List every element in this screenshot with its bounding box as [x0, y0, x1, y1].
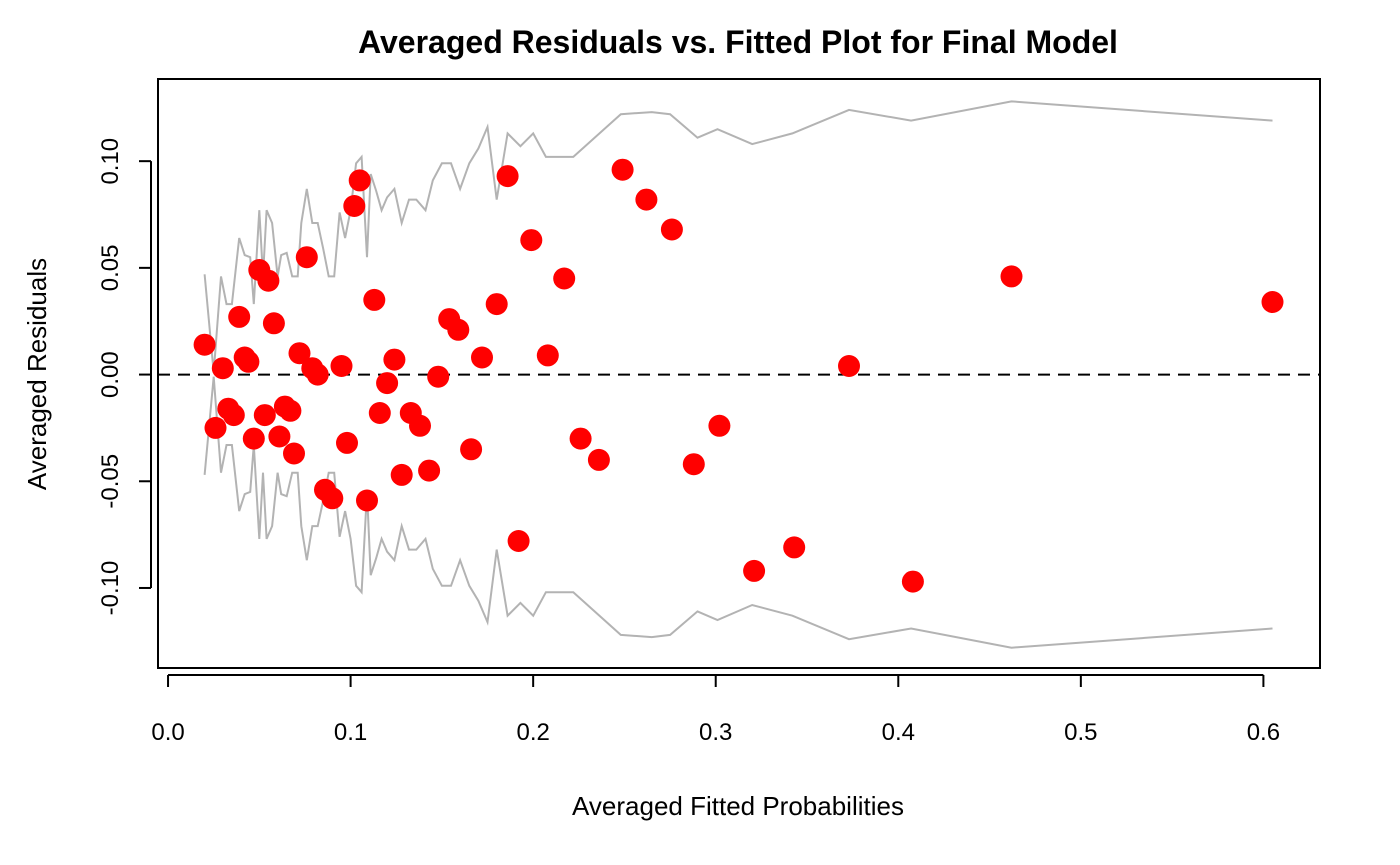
- x-tick-label: 0.6: [1247, 719, 1280, 746]
- data-point: [336, 431, 358, 454]
- data-point: [193, 333, 216, 356]
- data-point: [901, 570, 924, 593]
- data-point: [242, 427, 265, 450]
- plot-frame: [157, 78, 1321, 669]
- data-point: [427, 365, 450, 388]
- band-lower-line: [203, 376, 1273, 649]
- data-point: [1000, 265, 1023, 288]
- data-point: [222, 404, 245, 427]
- data-point: [306, 363, 329, 386]
- y-tick-label: 0.05: [97, 245, 124, 292]
- data-point: [262, 312, 285, 335]
- data-point: [611, 158, 634, 181]
- confidence-band: [203, 100, 1273, 649]
- data-point: [460, 438, 483, 461]
- data-point: [321, 487, 344, 510]
- data-point: [708, 414, 731, 437]
- data-point: [485, 293, 508, 316]
- data-point: [553, 267, 576, 290]
- y-tick-label: -0.05: [97, 454, 124, 509]
- data-point: [228, 305, 251, 328]
- data-point: [418, 459, 441, 482]
- x-tick-label: 0.2: [516, 719, 549, 746]
- data-point: [295, 246, 318, 269]
- x-tick-label: 0.3: [699, 719, 732, 746]
- data-point: [536, 344, 559, 367]
- data-point: [1261, 291, 1284, 313]
- data-point: [743, 559, 766, 582]
- data-point: [348, 169, 371, 192]
- data-point: [356, 489, 378, 512]
- data-point: [660, 218, 683, 241]
- residual-points: [193, 158, 1284, 593]
- y-axis-label: Averaged Residuals: [22, 258, 52, 490]
- data-point: [288, 342, 311, 365]
- y-tick-label: 0.10: [97, 138, 124, 185]
- data-point: [383, 348, 406, 371]
- data-point: [520, 229, 543, 252]
- data-point: [268, 425, 291, 448]
- data-point: [376, 372, 399, 395]
- x-tick-label: 0.4: [882, 719, 915, 746]
- data-point: [368, 402, 391, 424]
- x-axis: 0.0 0.1 0.2 0.3 0.4 0.5 0.6: [151, 674, 1280, 746]
- y-tick-label: 0.00: [97, 351, 124, 398]
- data-point: [390, 463, 413, 486]
- band-upper-line: [203, 100, 1273, 373]
- data-point: [783, 536, 806, 559]
- data-point: [682, 453, 705, 476]
- data-point: [838, 355, 860, 377]
- data-point: [496, 165, 519, 188]
- data-point: [253, 404, 276, 427]
- data-point: [343, 195, 366, 217]
- data-point: [447, 318, 470, 341]
- data-point: [507, 530, 530, 552]
- data-point: [409, 414, 431, 437]
- data-point: [204, 416, 227, 439]
- data-point: [237, 350, 260, 373]
- data-point: [587, 448, 610, 471]
- chart-title: Averaged Residuals vs. Fitted Plot for F…: [358, 24, 1118, 60]
- data-point: [363, 288, 386, 311]
- x-tick-label: 0.5: [1064, 719, 1097, 746]
- data-point: [635, 188, 658, 211]
- data-point: [471, 346, 493, 369]
- x-axis-label: Averaged Fitted Probabilities: [572, 791, 904, 821]
- data-point: [283, 442, 305, 465]
- y-tick-label: -0.10: [97, 561, 124, 616]
- data-point: [211, 357, 234, 380]
- x-tick-label: 0.0: [151, 719, 184, 746]
- data-point: [569, 427, 592, 450]
- x-tick-label: 0.1: [334, 719, 367, 746]
- data-point: [330, 355, 353, 377]
- data-point: [279, 399, 302, 422]
- y-axis: -0.10 -0.05 0.00 0.05 0.10: [97, 138, 152, 616]
- data-point: [257, 269, 280, 292]
